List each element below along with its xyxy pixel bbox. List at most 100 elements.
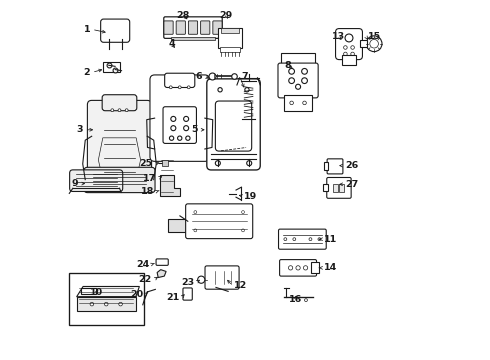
Circle shape [345, 34, 353, 42]
Circle shape [343, 52, 347, 56]
FancyBboxPatch shape [336, 28, 363, 60]
Circle shape [284, 238, 287, 240]
Circle shape [242, 211, 245, 213]
FancyBboxPatch shape [102, 95, 137, 111]
Circle shape [295, 84, 300, 89]
Text: 7: 7 [242, 72, 248, 81]
Text: 25: 25 [139, 159, 152, 168]
FancyBboxPatch shape [100, 19, 130, 42]
Circle shape [171, 116, 176, 121]
Text: 19: 19 [245, 192, 258, 201]
FancyBboxPatch shape [156, 259, 168, 265]
Text: 9: 9 [72, 179, 78, 188]
Circle shape [104, 302, 108, 306]
Text: 5: 5 [191, 125, 197, 134]
Text: 4: 4 [168, 39, 175, 48]
Bar [102, 62, 120, 72]
Circle shape [184, 126, 189, 131]
Circle shape [242, 229, 245, 232]
Circle shape [184, 116, 189, 121]
Circle shape [290, 101, 294, 105]
FancyBboxPatch shape [207, 79, 260, 170]
Text: 1: 1 [83, 25, 90, 34]
Bar [360, 40, 367, 47]
Circle shape [171, 126, 176, 131]
Circle shape [296, 266, 300, 270]
Bar [281, 53, 315, 68]
Text: 23: 23 [182, 278, 195, 287]
Circle shape [215, 161, 221, 166]
FancyBboxPatch shape [213, 21, 222, 34]
FancyBboxPatch shape [278, 229, 326, 249]
Text: 12: 12 [234, 281, 247, 290]
FancyBboxPatch shape [280, 260, 317, 276]
Circle shape [178, 86, 181, 89]
Polygon shape [160, 175, 179, 196]
Text: 22: 22 [139, 275, 152, 284]
Text: 28: 28 [176, 10, 190, 19]
Text: 8: 8 [285, 61, 292, 70]
FancyBboxPatch shape [278, 63, 318, 98]
Circle shape [303, 266, 308, 270]
Circle shape [351, 59, 354, 62]
Circle shape [170, 86, 172, 89]
Text: 10: 10 [90, 288, 103, 297]
Text: 14: 14 [324, 264, 337, 273]
Text: 29: 29 [220, 10, 233, 19]
Text: 16: 16 [289, 294, 302, 303]
FancyBboxPatch shape [164, 17, 222, 39]
Bar [285, 95, 312, 111]
Text: 11: 11 [324, 235, 337, 244]
Bar [220, 28, 239, 33]
FancyBboxPatch shape [150, 75, 210, 161]
Circle shape [289, 266, 293, 270]
FancyBboxPatch shape [200, 21, 210, 34]
Bar [69, 273, 144, 325]
Text: 2: 2 [83, 68, 90, 77]
FancyBboxPatch shape [165, 73, 195, 87]
FancyBboxPatch shape [327, 177, 351, 198]
Bar [324, 162, 328, 170]
Text: 27: 27 [345, 180, 359, 189]
Bar [340, 184, 344, 192]
Circle shape [186, 136, 190, 140]
Bar [171, 37, 215, 40]
Text: 6: 6 [196, 72, 202, 81]
FancyBboxPatch shape [70, 170, 122, 192]
Bar [220, 47, 240, 52]
Circle shape [111, 109, 114, 112]
Circle shape [197, 276, 205, 283]
Circle shape [351, 52, 354, 56]
FancyBboxPatch shape [164, 21, 173, 34]
Circle shape [303, 101, 306, 105]
Bar [342, 55, 357, 64]
Bar [218, 28, 242, 48]
Text: 26: 26 [345, 161, 359, 170]
FancyBboxPatch shape [205, 266, 239, 289]
Polygon shape [76, 287, 139, 297]
Circle shape [187, 86, 190, 89]
Circle shape [309, 238, 312, 240]
Circle shape [245, 87, 249, 92]
Circle shape [293, 238, 296, 240]
Bar [333, 184, 338, 192]
FancyBboxPatch shape [183, 288, 192, 300]
Circle shape [302, 78, 307, 84]
FancyBboxPatch shape [84, 167, 155, 193]
Circle shape [343, 46, 347, 49]
FancyBboxPatch shape [176, 21, 185, 34]
Circle shape [343, 59, 347, 62]
FancyBboxPatch shape [188, 21, 197, 34]
Polygon shape [168, 220, 188, 232]
Circle shape [370, 40, 378, 48]
Circle shape [118, 109, 121, 112]
FancyBboxPatch shape [216, 101, 252, 151]
Text: 17: 17 [143, 174, 156, 183]
Circle shape [177, 136, 182, 140]
FancyBboxPatch shape [163, 107, 196, 143]
Circle shape [304, 299, 307, 302]
Circle shape [194, 211, 197, 213]
FancyBboxPatch shape [186, 204, 253, 239]
Text: 21: 21 [167, 293, 180, 302]
Circle shape [194, 229, 197, 232]
